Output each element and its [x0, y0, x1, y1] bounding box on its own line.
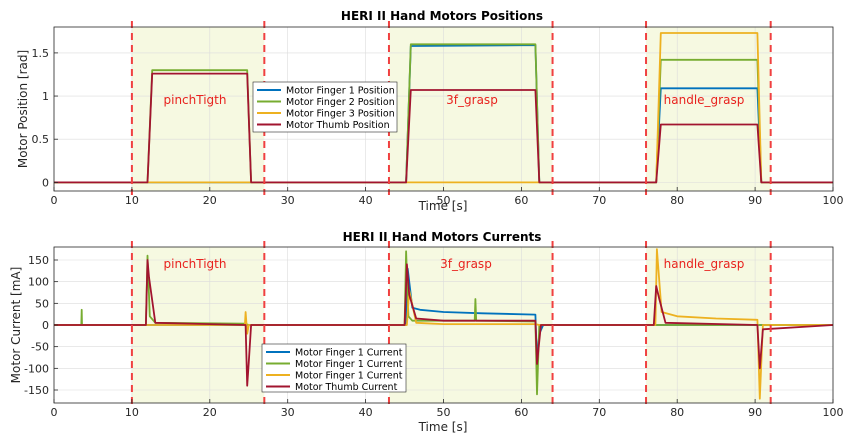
currents-x-tick-label: 40 — [359, 406, 373, 419]
currents-y-tick-label: -50 — [31, 341, 49, 354]
positions-legend-label: Motor Finger 2 Position — [286, 97, 395, 108]
positions-x-tick-label: 40 — [359, 194, 373, 207]
positions-x-tick-label: 80 — [670, 194, 684, 207]
positions-y-tick-label: 1.5 — [32, 47, 50, 60]
positions-phase-label: 3f_grasp — [446, 93, 498, 107]
positions-x-tick-label: 30 — [281, 194, 295, 207]
currents-legend-label: Motor Thumb Current — [295, 382, 398, 393]
currents-legend-label: Motor Finger 1 Current — [295, 371, 403, 382]
currents-phase-label: pinchTigth — [164, 257, 227, 271]
currents-series-line-4 — [54, 259, 834, 387]
positions-x-tick-label: 100 — [823, 194, 844, 207]
positions-x-tick-label: 70 — [592, 194, 606, 207]
currents-y-tick-label: 150 — [28, 254, 49, 267]
currents-x-tick-label: 20 — [203, 406, 217, 419]
currents-x-tick-label: 30 — [281, 406, 295, 419]
positions-phase-region — [131, 27, 265, 191]
positions-phase-label: handle_grasp — [664, 93, 745, 107]
positions-x-tick-label: 90 — [748, 194, 762, 207]
positions-legend-label: Motor Finger 1 Position — [286, 86, 395, 97]
currents-chart-title: HERI II Hand Motors Currents — [343, 230, 542, 244]
currents-chart: HERI II Hand Motors Currents pinchTigth 3… — [9, 230, 844, 434]
currents-x-tick-label: 70 — [592, 406, 606, 419]
currents-x-tick-label: 100 — [823, 406, 844, 419]
currents-y-tick-label: -100 — [24, 362, 49, 375]
positions-y-tick-label: 0 — [42, 176, 49, 189]
positions-series-line-3 — [54, 32, 833, 184]
currents-x-tick-label: 80 — [670, 406, 684, 419]
currents-y-axis-label: Motor Current [mA] — [9, 267, 23, 384]
positions-x-axis-label: Time [s] — [418, 199, 468, 213]
positions-legend-label: Motor Thumb Position — [286, 120, 390, 131]
currents-x-tick-label: 60 — [514, 406, 528, 419]
positions-y-axis-label: Motor Position [rad] — [16, 50, 30, 168]
currents-x-tick-label: 10 — [125, 406, 139, 419]
positions-x-tick-label: 10 — [125, 194, 139, 207]
currents-y-tick-label: 0 — [42, 319, 49, 332]
positions-x-tick-label: 0 — [51, 194, 58, 207]
positions-x-tick-label: 50 — [437, 194, 451, 207]
positions-series-line-4 — [54, 72, 833, 184]
currents-phase-label: 3f_grasp — [440, 257, 492, 271]
positions-x-tick-label: 60 — [514, 194, 528, 207]
positions-y-tick-label: 0.5 — [32, 133, 50, 146]
positions-x-tick-label: 20 — [203, 194, 217, 207]
currents-phase-label: handle_grasp — [664, 257, 745, 271]
positions-series-line-2 — [54, 43, 833, 184]
currents-x-axis-label: Time [s] — [418, 420, 468, 434]
positions-legend-label: Motor Finger 3 Position — [286, 109, 395, 120]
currents-y-tick-label: -150 — [24, 384, 49, 397]
currents-legend-label: Motor Finger 1 Current — [295, 348, 403, 359]
positions-chart-title: HERI II Hand Motors Positions — [341, 9, 543, 23]
positions-y-tick-label: 1 — [42, 90, 49, 103]
positions-chart: HERI II Hand Motors Positions pinchTigth… — [16, 9, 844, 213]
currents-x-tick-label: 0 — [51, 406, 58, 419]
currents-y-tick-label: 50 — [35, 297, 49, 310]
currents-y-tick-label: 100 — [28, 276, 49, 289]
currents-x-tick-label: 50 — [437, 406, 451, 419]
currents-legend-label: Motor Finger 1 Current — [295, 359, 403, 370]
positions-phase-region — [646, 27, 771, 191]
positions-phase-label: pinchTigth — [164, 93, 227, 107]
currents-x-tick-label: 90 — [748, 406, 762, 419]
currents-series-line-3 — [54, 248, 833, 400]
positions-phase-region — [388, 27, 553, 191]
